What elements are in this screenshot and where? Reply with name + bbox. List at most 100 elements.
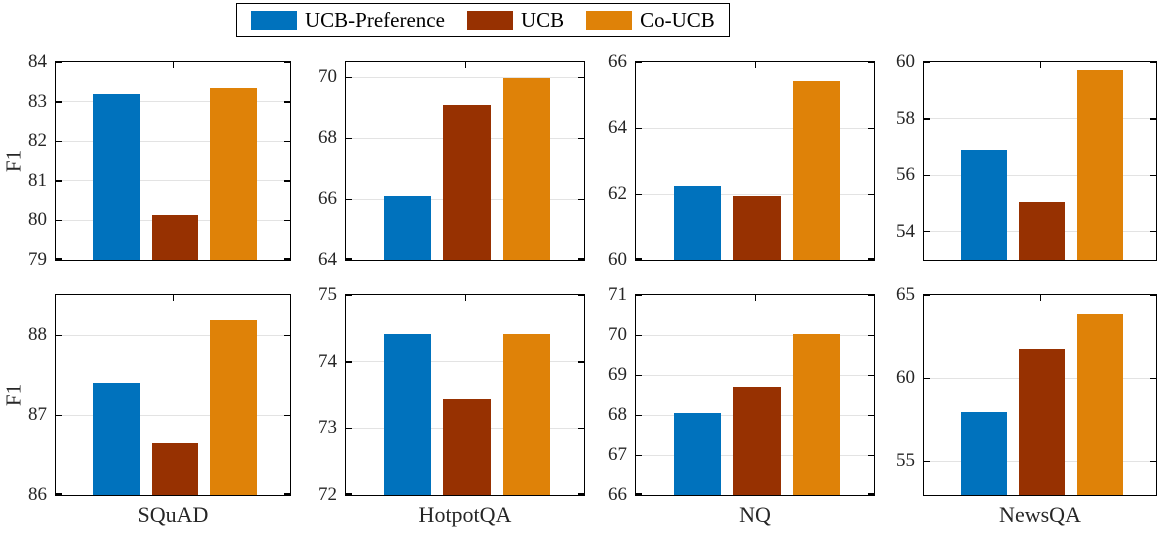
- bar-co-ucb: [1076, 69, 1123, 260]
- y-tick-label: 83: [28, 90, 47, 112]
- y-tick-mark: [636, 193, 642, 195]
- y-tick-mark: [56, 258, 62, 260]
- y-tick-label: 60: [608, 248, 627, 270]
- legend-swatch-ucb: [466, 10, 513, 30]
- y-tick-label: 74: [318, 350, 337, 372]
- y-tick-label: 81: [28, 169, 47, 191]
- bar-ucb-preference: [673, 413, 722, 495]
- y-tick-label: 64: [608, 117, 627, 139]
- y-tick-mark: [924, 62, 930, 64]
- bar-ucb-preference: [93, 94, 141, 260]
- y-tick-mark: [346, 77, 352, 79]
- bar-ucb: [151, 214, 199, 260]
- legend-swatch-co-ucb: [586, 10, 633, 30]
- y-tick-label: 60: [896, 51, 915, 73]
- bar-ucb-preference: [383, 196, 432, 260]
- y-tick-mark: [636, 127, 642, 129]
- y-tick-mark: [284, 62, 290, 64]
- bar-ucb: [443, 105, 491, 260]
- y-tick-label: 72: [318, 483, 337, 505]
- y-tick-mark: [1150, 461, 1156, 463]
- subplot-hotpotqa-row2: [345, 294, 585, 496]
- y-tick-mark: [868, 334, 874, 337]
- y-tick-mark: [1150, 378, 1156, 380]
- y-tick-mark: [636, 62, 642, 64]
- y-tick-label: 66: [608, 51, 627, 73]
- y-tick-mark: [924, 378, 930, 380]
- gridline: [636, 334, 874, 336]
- y-tick-mark: [284, 414, 290, 416]
- gridline: [924, 174, 1156, 176]
- y-tick-label: 64: [318, 248, 337, 270]
- y-tick-mark: [578, 361, 584, 363]
- y-tick-mark: [868, 258, 874, 260]
- y-tick-mark: [578, 258, 584, 260]
- bar-ucb: [733, 195, 781, 260]
- subplot-newsqa-row2: [923, 294, 1157, 496]
- y-tick-mark: [578, 295, 584, 297]
- y-tick-mark: [284, 493, 290, 495]
- y-tick-mark: [346, 295, 352, 297]
- x-tick-mark: [464, 295, 466, 301]
- y-tick-mark: [636, 374, 642, 376]
- y-tick-mark: [56, 62, 62, 64]
- gridline: [346, 77, 584, 79]
- subplot-nq-row1: [635, 61, 875, 261]
- x-axis-label-hotpotqa: HotpotQA: [418, 502, 512, 527]
- legend-label: UCB-Preference: [305, 7, 445, 32]
- y-tick-mark: [636, 295, 642, 297]
- bar-co-ucb: [210, 88, 257, 260]
- y-tick-mark: [284, 258, 290, 260]
- bar-ucb-preference: [383, 334, 432, 495]
- x-tick-mark: [172, 62, 174, 68]
- y-tick-mark: [284, 334, 290, 337]
- bar-ucb: [1018, 202, 1066, 260]
- y-tick-label: 54: [896, 220, 915, 242]
- y-axis-label-f1-row2: F1: [1, 383, 26, 407]
- y-tick-mark: [284, 219, 290, 222]
- y-tick-mark: [868, 454, 874, 456]
- legend-entry-ucb-preference: UCB-Preference: [251, 8, 445, 33]
- gridline: [56, 334, 290, 336]
- bar-ucb: [443, 398, 491, 495]
- y-tick-label: 68: [318, 127, 337, 149]
- y-tick-label: 68: [608, 403, 627, 425]
- y-tick-label: 67: [608, 443, 627, 465]
- legend: UCB-Preference UCB Co-UCB: [236, 3, 730, 37]
- y-tick-label: 71: [608, 284, 627, 306]
- x-axis-label-nq: NQ: [739, 502, 771, 527]
- y-tick-mark: [56, 219, 62, 222]
- y-tick-label: 58: [896, 107, 915, 129]
- legend-label: Co-UCB: [640, 7, 715, 32]
- y-axis-label-f1-row1: F1: [1, 149, 26, 173]
- y-tick-mark: [868, 295, 874, 297]
- gridline: [636, 374, 874, 376]
- y-tick-label: 65: [896, 284, 915, 306]
- y-tick-mark: [924, 174, 930, 176]
- y-tick-label: 75: [318, 284, 337, 306]
- y-tick-label: 86: [28, 483, 47, 505]
- subplot-hotpotqa-row1: [345, 61, 585, 261]
- y-tick-mark: [868, 374, 874, 376]
- bar-co-ucb: [1076, 313, 1123, 495]
- y-tick-mark: [284, 180, 290, 182]
- y-tick-label: 55: [896, 450, 915, 472]
- y-tick-mark: [868, 493, 874, 495]
- y-tick-mark: [346, 493, 352, 495]
- y-tick-mark: [636, 454, 642, 456]
- y-tick-mark: [636, 258, 642, 260]
- y-tick-mark: [1150, 174, 1156, 176]
- y-tick-mark: [56, 334, 62, 337]
- y-tick-mark: [924, 461, 930, 463]
- y-tick-label: 73: [318, 417, 337, 439]
- legend-entry-ucb: UCB: [466, 8, 564, 33]
- y-tick-mark: [284, 101, 290, 103]
- y-tick-mark: [56, 101, 62, 103]
- y-tick-mark: [636, 334, 642, 337]
- y-tick-label: 84: [28, 51, 47, 73]
- bar-co-ucb: [502, 334, 551, 495]
- subplot-squad-row2: [55, 294, 291, 496]
- subplot-newsqa-row1: [923, 61, 1157, 261]
- y-tick-label: 66: [318, 187, 337, 209]
- y-tick-mark: [868, 414, 874, 416]
